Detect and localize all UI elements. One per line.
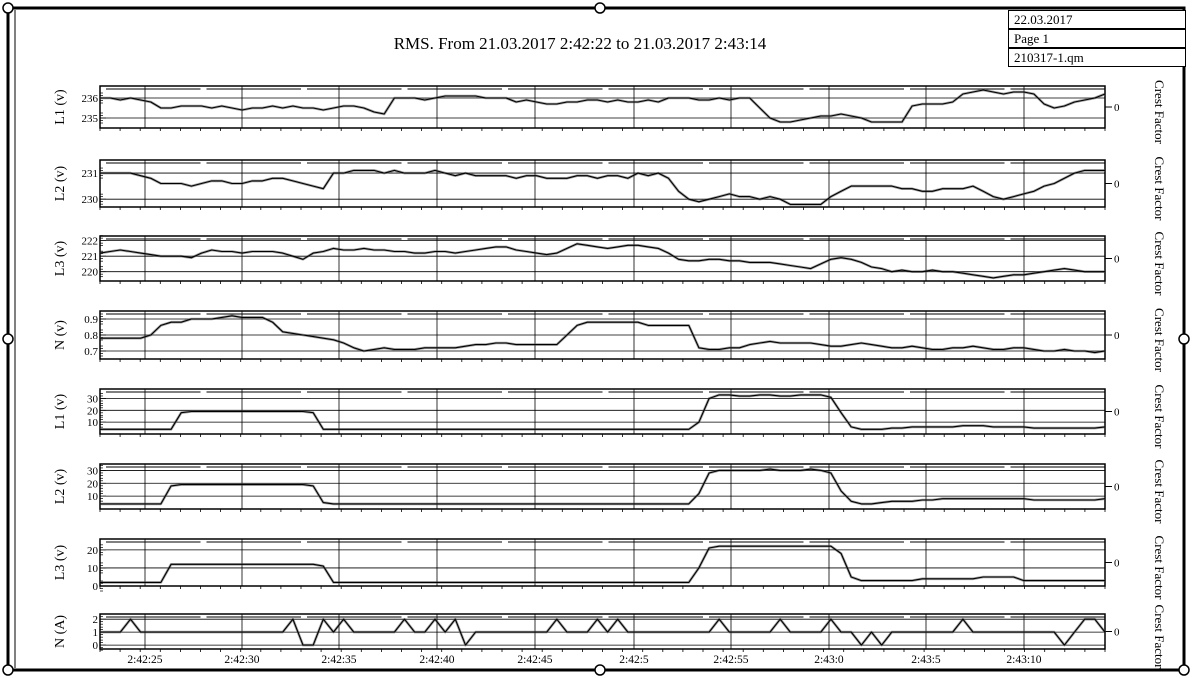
header-page: Page 1 <box>1008 29 1186 48</box>
y-tick-label: 20 <box>87 405 99 417</box>
y-tick-label: 236 <box>82 93 99 105</box>
series-line <box>100 315 1106 354</box>
series-line-shadow <box>100 393 1106 431</box>
y-tick-label: 1 <box>93 627 99 639</box>
resize-handle-top-center[interactable] <box>594 2 606 14</box>
x-tick-label: 2:42:30 <box>224 654 259 666</box>
series-line <box>99 243 1105 279</box>
resize-handle-left-center[interactable] <box>2 333 14 345</box>
y-tick-label: 2 <box>93 614 99 626</box>
right-axis-label: Crest Factor <box>1152 460 1167 525</box>
y-tick-label: 10 <box>87 491 99 503</box>
header-file: 210317-1.qm <box>1008 48 1186 67</box>
y-axis-label: L3 (v) <box>53 544 68 580</box>
resize-handle-right-center[interactable] <box>1178 333 1190 345</box>
right-axis-tick-label: 0 <box>1114 482 1120 494</box>
header-date: 22.03.2017 <box>1008 10 1186 29</box>
resize-handle-bottom-center[interactable] <box>594 664 606 676</box>
right-axis-tick-label: 0 <box>1114 330 1120 342</box>
y-tick-label: 230 <box>82 194 99 206</box>
right-axis-label: Crest Factor <box>1152 308 1167 373</box>
x-tick-label: 2:43:0 <box>814 654 844 666</box>
right-axis-tick-label: 0 <box>1114 407 1120 419</box>
x-tick-label: 2:42:45 <box>517 654 552 666</box>
series-line <box>100 394 1106 430</box>
right-axis-label: Crest Factor <box>1152 605 1167 670</box>
x-tick-label: 2:42:55 <box>713 654 748 666</box>
y-tick-label: 0 <box>93 581 99 593</box>
y-tick-label: 30 <box>87 465 99 477</box>
right-axis-label: Crest Factor <box>1152 385 1167 450</box>
y-tick-label: 220 <box>82 267 99 279</box>
right-axis-label: Crest Factor <box>1152 232 1167 297</box>
x-tick-label: 2:43:5 <box>911 654 941 666</box>
y-axis-label: N (v) <box>53 320 68 350</box>
right-axis-tick-label: 0 <box>1114 179 1120 191</box>
x-tick-label: 2:42:25 <box>127 654 162 666</box>
resize-handle-top-left[interactable] <box>2 2 14 14</box>
y-axis-label: L1 (v) <box>53 89 68 125</box>
y-tick-label: 20 <box>87 478 99 490</box>
y-tick-label: 0.7 <box>84 346 98 358</box>
right-axis-tick-label: 0 <box>1114 254 1120 266</box>
series-line-shadow <box>100 314 1106 354</box>
x-tick-label: 2:42:40 <box>419 654 454 666</box>
right-axis-tick-label: 0 <box>1114 102 1120 114</box>
panel-frame <box>99 159 1106 208</box>
series-line <box>100 169 1105 205</box>
series-line <box>100 618 1106 646</box>
y-axis-label: L1 (v) <box>53 393 68 429</box>
y-axis-label: L3 (v) <box>53 240 68 276</box>
y-tick-label: 222 <box>82 236 99 248</box>
series-line <box>100 89 1106 123</box>
y-tick-label: 10 <box>87 417 99 429</box>
series-line <box>100 545 1105 583</box>
y-tick-label: 0.8 <box>84 330 98 342</box>
x-tick-label: 2:43:10 <box>1006 654 1041 666</box>
panel-frame <box>99 235 1106 282</box>
y-tick-label: 10 <box>87 563 99 575</box>
chart-title: RMS. From 21.03.2017 2:42:22 to 21.03.20… <box>393 34 767 53</box>
y-axis-label: L2 (v) <box>53 468 68 504</box>
right-axis-label: Crest Factor <box>1152 536 1167 601</box>
y-tick-label: 0.9 <box>84 314 98 326</box>
right-axis-label: Crest Factor <box>1152 80 1167 145</box>
y-tick-label: 231 <box>82 168 99 180</box>
y-axis-label: N (A) <box>53 615 68 648</box>
series-line-shadow <box>99 242 1105 280</box>
resize-handle-bottom-left[interactable] <box>2 664 14 676</box>
y-tick-label: 30 <box>87 393 99 405</box>
right-axis-tick-label: 0 <box>1114 627 1120 639</box>
y-tick-label: 20 <box>87 545 99 557</box>
y-tick-label: 221 <box>82 251 99 263</box>
y-axis-label: L2 (v) <box>53 165 68 201</box>
resize-handle-bottom-right[interactable] <box>1178 664 1190 676</box>
right-axis-label: Crest Factor <box>1152 157 1167 222</box>
right-axis-tick-label: 0 <box>1114 558 1120 570</box>
x-tick-label: 2:42:35 <box>321 654 356 666</box>
y-tick-label: 235 <box>82 113 99 125</box>
series-line-shadow <box>100 88 1106 124</box>
x-tick-label: 2:42:5 <box>619 654 649 666</box>
series-line <box>100 468 1106 505</box>
y-tick-label: 0 <box>93 640 99 652</box>
